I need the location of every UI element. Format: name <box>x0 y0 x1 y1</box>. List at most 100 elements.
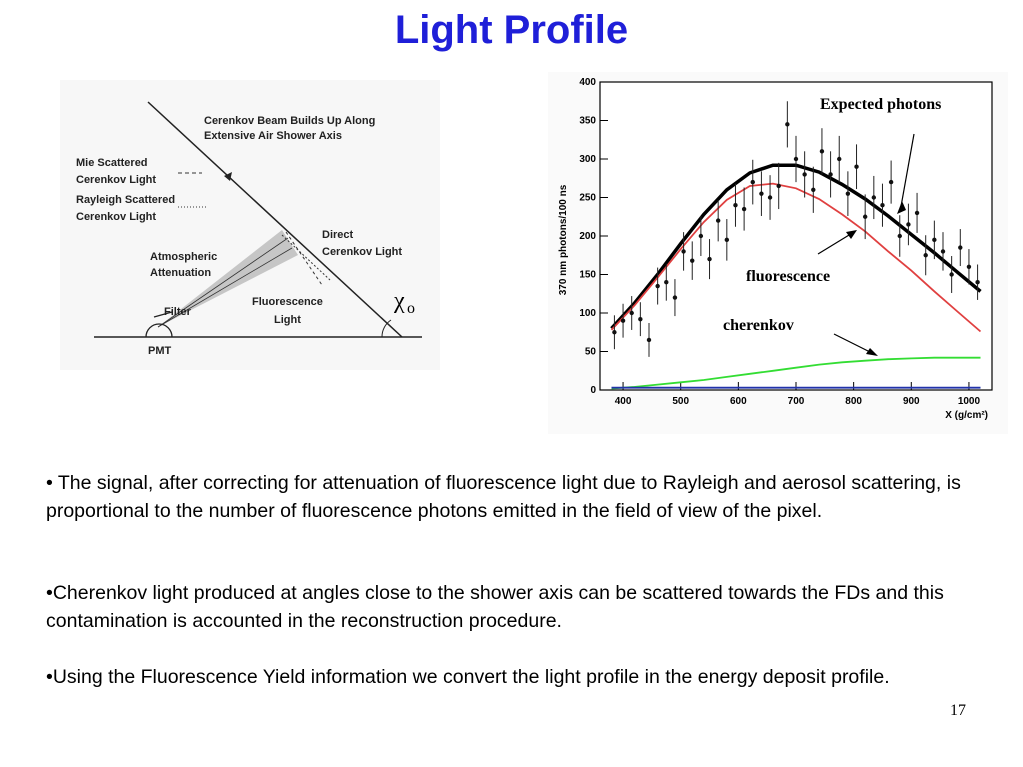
data-point <box>741 206 747 212</box>
data-point <box>733 203 738 208</box>
data-point <box>750 179 755 185</box>
fluorescence-arrowhead <box>846 230 857 239</box>
data-point <box>672 295 678 300</box>
data-point <box>776 183 781 189</box>
x-axis-label: X (g/cm²) <box>945 410 988 421</box>
data-point <box>914 210 920 216</box>
bullet-cherenkov: •Cherenkov light produced at angles clos… <box>46 582 944 632</box>
y-tick-label: 150 <box>579 270 596 281</box>
data-point <box>698 233 704 239</box>
fluorescence-series-line <box>610 182 982 333</box>
bullet-signal: • The signal, after correcting for atten… <box>46 472 961 522</box>
chi-angle-arc <box>381 319 392 338</box>
y-tick-label: 200 <box>579 231 596 242</box>
y-tick-label: 400 <box>579 77 596 88</box>
data-point <box>975 280 980 285</box>
y-tick-label: 300 <box>579 154 596 165</box>
data-point <box>759 191 764 196</box>
data-point <box>802 172 807 177</box>
shower-axis <box>147 101 403 338</box>
data-point <box>655 283 660 289</box>
x-tick-label: 500 <box>672 396 689 407</box>
label-attenuation: Attenuation <box>150 267 211 279</box>
data-point <box>811 187 816 192</box>
label-direct-2: Cerenkov Light <box>322 246 402 258</box>
data-point <box>638 316 643 322</box>
cherenkov-arrowhead <box>866 348 878 356</box>
data-point <box>681 249 686 254</box>
data-point <box>664 280 669 285</box>
data-point <box>940 249 946 254</box>
label-beam-2: Extensive Air Shower Axis <box>204 130 342 142</box>
label-chi: χ <box>393 288 405 314</box>
data-point <box>724 237 730 243</box>
y-tick-label: 0 <box>590 385 596 396</box>
label-beam: Cerenkov Beam Builds Up Along <box>204 115 375 127</box>
cherenkov-label: cherenkov <box>723 317 794 334</box>
light-profile-chart: 0 50 100 150 200 250 300 350 400 400 500 600 700 800 9… <box>548 72 1008 434</box>
data-point <box>888 179 894 185</box>
axis-arrow <box>224 172 232 181</box>
cerenkov-geometry-diagram: Cerenkov Beam Builds Up Along Extensive … <box>60 80 440 370</box>
cone-ray-2 <box>157 247 293 328</box>
diagram-background <box>60 80 440 370</box>
data-point <box>932 237 937 243</box>
data-point <box>897 233 902 239</box>
data-point <box>880 203 885 208</box>
data-point <box>612 330 617 335</box>
y-axis-label: 370 nm photons/100 ns <box>558 184 569 295</box>
label-mie-1: Mie Scattered <box>76 157 148 169</box>
cherenkov-series-line <box>611 356 981 390</box>
x-tick-label: 600 <box>730 396 747 407</box>
data-point <box>828 172 833 177</box>
y-tick-label: 50 <box>585 347 597 358</box>
cherenkov-arrow <box>833 333 875 355</box>
y-tick-label: 250 <box>579 193 596 204</box>
data-point <box>629 310 634 316</box>
data-point <box>785 122 790 127</box>
x-tick-label: 1000 <box>958 396 981 407</box>
direct-cerenkov-ray-2 <box>281 234 331 281</box>
label-atmospheric: Atmospheric <box>150 251 217 263</box>
label-fluorescence: Fluorescence <box>252 296 323 308</box>
data-point <box>958 245 963 250</box>
expected-arrowhead <box>897 201 906 214</box>
x-tick-label: 700 <box>788 396 805 407</box>
data-point <box>793 156 799 162</box>
direct-cerenkov-ray <box>285 231 323 286</box>
label-filter: Filter <box>164 306 192 318</box>
plot-frame <box>599 81 993 391</box>
data-point <box>837 156 842 162</box>
data-point <box>923 253 928 258</box>
y-tick-label: 350 <box>579 116 596 127</box>
fluorescence-arrow <box>817 231 855 255</box>
label-rayleigh-1: Rayleigh Scattered <box>76 194 175 206</box>
page-number: 17 <box>950 702 966 719</box>
data-point <box>690 258 695 263</box>
fluorescence-label: fluorescence <box>746 268 831 285</box>
pmt-dome <box>145 323 173 338</box>
x-tick-label: 900 <box>903 396 920 407</box>
data-point <box>862 214 868 219</box>
label-rayleigh-2: Cerenkov Light <box>76 211 156 223</box>
x-tick-label: 400 <box>615 396 632 407</box>
data-point <box>707 256 712 262</box>
bullet-yield: •Using the Fluorescence Yield informatio… <box>46 666 890 688</box>
label-mie-2: Cerenkov Light <box>76 174 156 186</box>
data-point <box>715 218 721 223</box>
data-point <box>966 264 972 269</box>
expected-photons-label: Expected photons <box>820 96 942 113</box>
label-pmt: PMT <box>148 345 172 357</box>
x-tick-label: 800 <box>845 396 862 407</box>
data-point <box>646 337 652 343</box>
filter-line <box>153 311 173 318</box>
data-point <box>854 164 859 169</box>
expected-arrow <box>899 133 915 213</box>
data-point <box>819 149 825 154</box>
data-point <box>845 191 851 196</box>
slide-title: Light Profile <box>394 8 629 52</box>
y-tick-label: 100 <box>579 308 596 319</box>
data-point <box>949 272 954 277</box>
label-direct: Direct <box>322 229 354 241</box>
cone-ray-1 <box>157 237 289 328</box>
